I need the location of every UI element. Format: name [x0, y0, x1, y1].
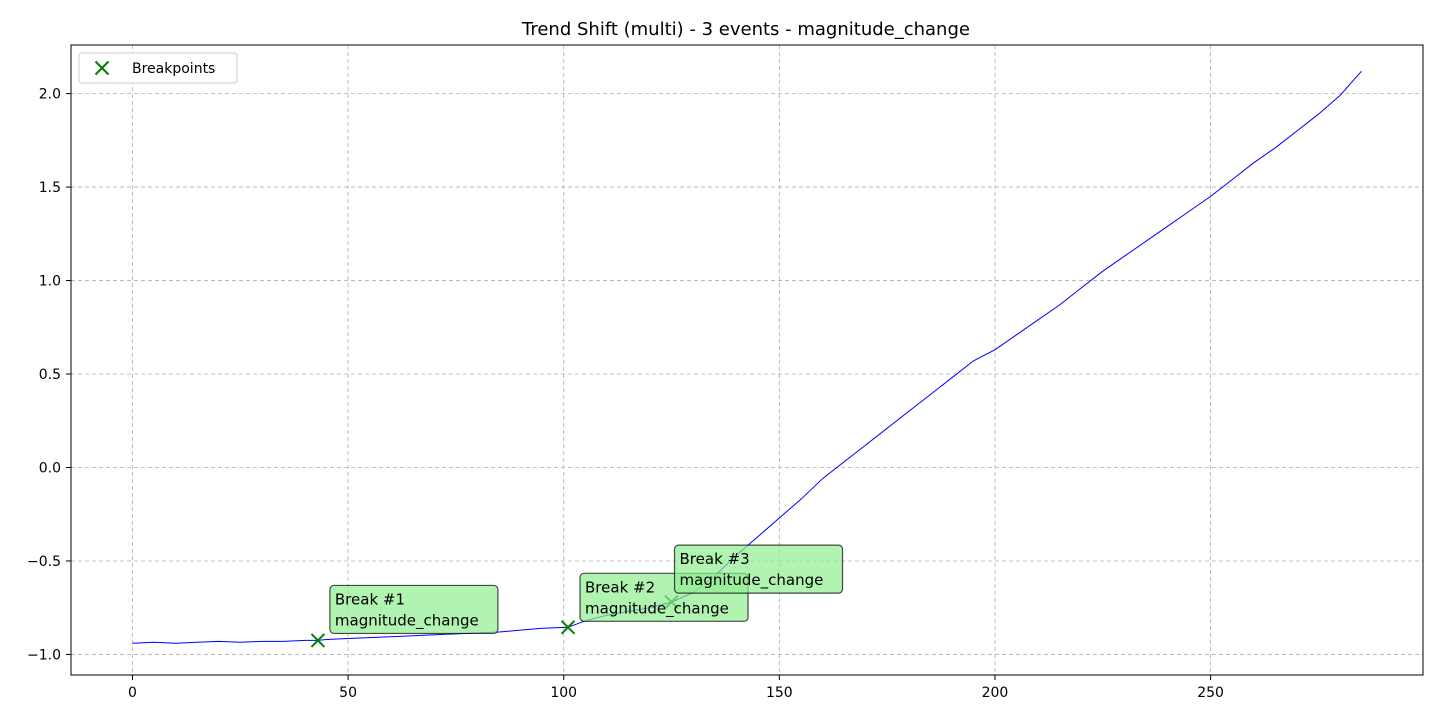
annotation-line-1: Break #1: [335, 590, 405, 608]
y-tick-label: −0.5: [27, 554, 61, 570]
x-tick-label: 150: [766, 685, 793, 701]
y-axis-ticks: −1.0 −0.5 0.0 0.5 1.0 1.5 2.0: [27, 87, 71, 663]
x-axis-ticks: 0 50 100 150 200 250: [128, 675, 1224, 701]
y-tick-label: 1.5: [39, 180, 61, 196]
legend-marker-icon: [94, 60, 110, 76]
y-tick-label: 1.0: [39, 274, 61, 290]
legend-marker-x-icon: [94, 60, 110, 76]
legend: Breakpoints: [78, 52, 238, 84]
legend-box: [78, 52, 238, 84]
x-tick-label: 50: [339, 685, 357, 701]
breakpoint-marker-2: [560, 620, 576, 635]
y-tick-label: −1.0: [27, 647, 61, 663]
breakpoint-marker-1: [310, 633, 326, 648]
annotation-line-2: magnitude_change: [585, 599, 729, 618]
breakpoint-marker-1-stroke-b: [310, 633, 326, 648]
annotation-box: [329, 584, 499, 635]
x-tick-label: 250: [1197, 685, 1224, 701]
x-tick-label: 0: [128, 685, 137, 701]
annotation-1: Break #1 magnitude_change: [329, 584, 499, 635]
y-tick-label: 0.0: [39, 460, 61, 476]
annotation-3: Break #3 magnitude_change: [673, 544, 844, 594]
annotation-line-1: Break #3: [680, 550, 750, 568]
annotation-line-2: magnitude_change: [680, 571, 824, 590]
x-tick-label: 100: [550, 685, 577, 701]
annotation-2: Break #2 magnitude_change: [579, 572, 749, 622]
legend-label: Breakpoints: [132, 61, 215, 77]
annotations-layer: Break #1 magnitude_change Break #2 magnitud…: [329, 544, 844, 635]
annotation-line-2: magnitude_change: [335, 611, 479, 630]
x-tick-label: 200: [982, 685, 1009, 701]
chart-title: Trend Shift (multi) - 3 events - magnitu…: [521, 19, 970, 40]
y-tick-label: 0.5: [39, 367, 61, 383]
breakpoint-marker-2-stroke-b: [560, 620, 576, 635]
annotation-box: [673, 544, 844, 594]
y-tick-label: 2.0: [39, 87, 61, 103]
annotation-line-1: Break #2: [585, 578, 655, 596]
legend-marker-x-icon-stroke-b: [94, 60, 110, 76]
plot-frame: [70, 44, 1424, 676]
